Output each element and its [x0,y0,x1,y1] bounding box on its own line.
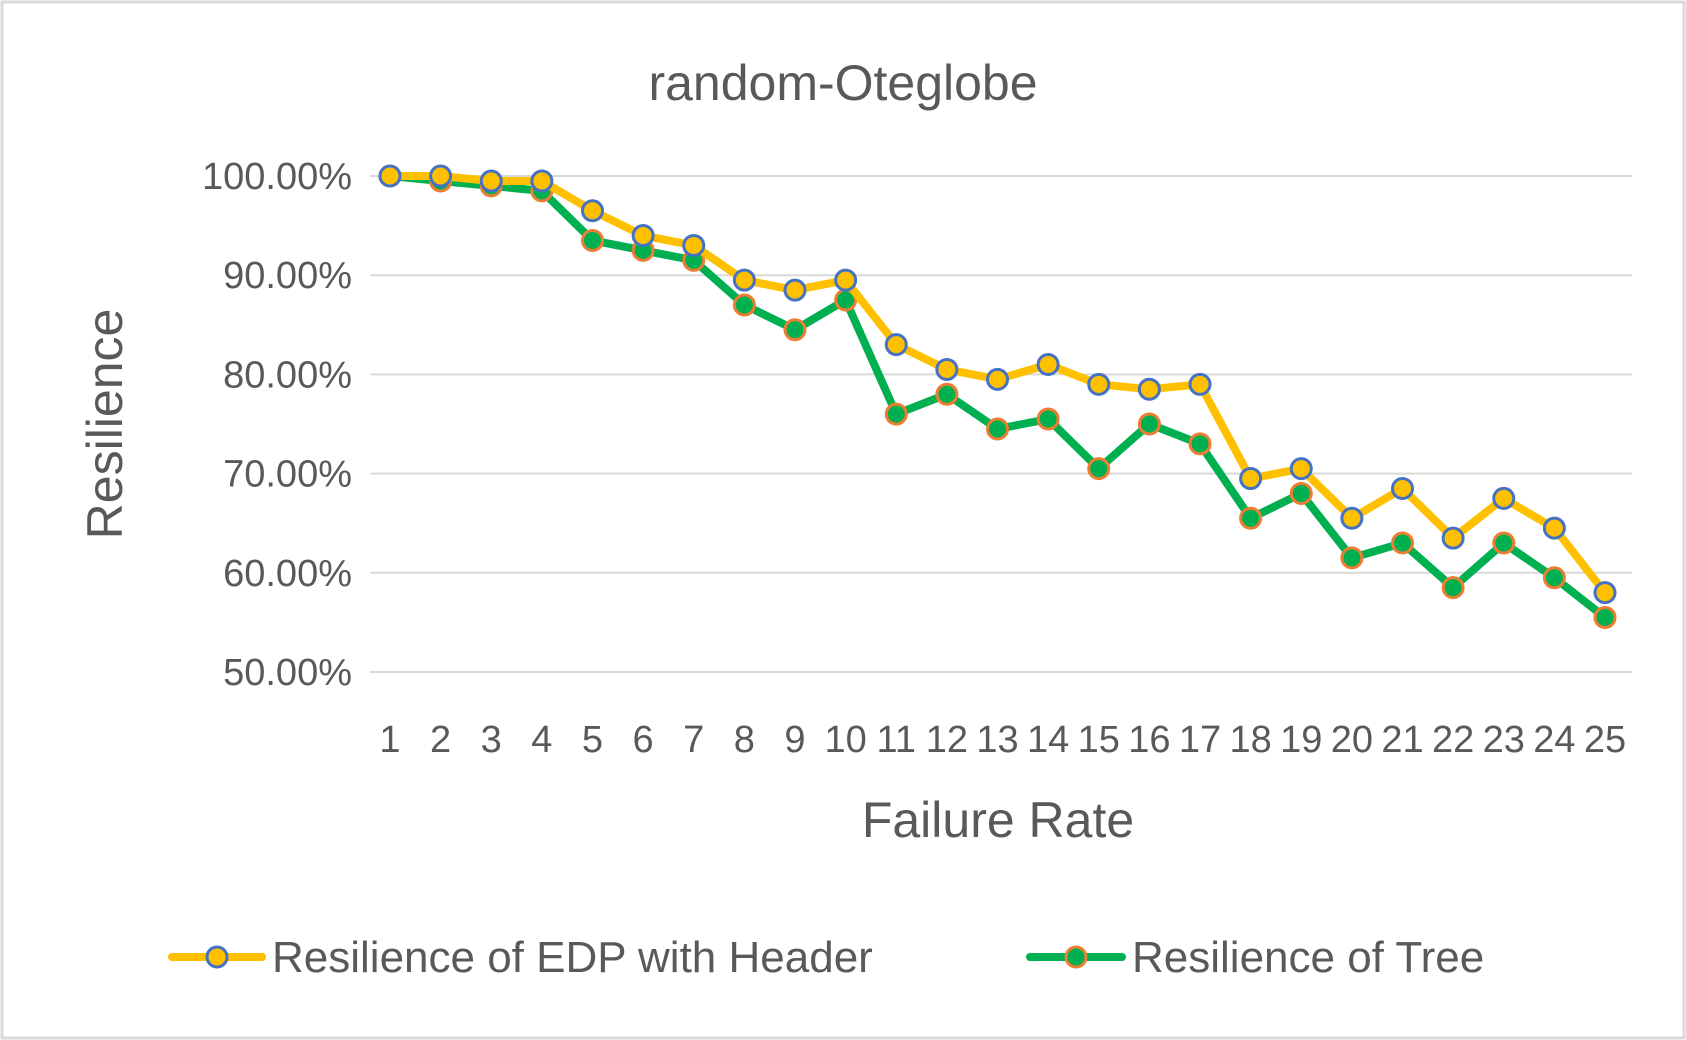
x-tick-label: 9 [784,719,805,761]
data-point [935,357,959,381]
x-tick-label: 10 [824,719,866,761]
data-point [1239,506,1263,530]
x-tick-label: 1 [379,719,400,761]
data-point [1340,546,1364,570]
data-point [1188,432,1212,456]
data-point [378,164,402,188]
data-point [1542,516,1566,540]
x-tick-label: 20 [1331,719,1373,761]
x-tick-label: 4 [531,719,552,761]
data-point [1289,481,1313,505]
x-tick-label: 21 [1381,719,1423,761]
data-point [884,333,908,357]
data-point [1087,372,1111,396]
data-point [581,199,604,223]
data-point [1087,457,1111,481]
y-tick-label: 90.00% [223,255,352,297]
x-tick-label: 19 [1280,719,1322,761]
x-axis-title: Failure Rate [862,792,1134,848]
data-point [1391,531,1414,555]
data-point [1188,372,1212,396]
x-tick-label: 22 [1432,719,1474,761]
legend-swatch-marker [1064,945,1088,969]
x-tick-label: 7 [683,719,704,761]
data-point [1542,566,1566,590]
chart-title: random-Oteglobe [648,55,1037,111]
legend-item: Resilience of Tree [1026,933,1484,982]
data-point [1391,476,1414,500]
data-point [1441,526,1465,550]
data-point [1593,605,1617,629]
y-axis-title: Resilience [77,309,133,540]
x-tick-label: 6 [633,719,654,761]
x-tick-label: 14 [1027,719,1069,761]
y-axis-tick-labels: 50.00% 60.00% 70.00% 80.00% 90.00% 100.00% [202,156,352,694]
data-point [1036,407,1060,431]
legend-label: Resilience of Tree [1132,933,1484,982]
data-point [682,233,706,257]
y-tick-label: 100.00% [202,156,352,198]
x-tick-label: 17 [1179,719,1221,761]
data-point [1289,457,1313,481]
data-point [1137,412,1161,436]
legend-item: Resilience of EDP with Header [168,933,873,982]
data-point [1239,467,1263,491]
data-point [834,268,858,292]
x-tick-label: 8 [734,719,755,761]
data-point [732,268,756,292]
data-point [1036,352,1060,376]
x-axis-tick-labels: 1 2 3 4 5 6 7 8 9 10 11 12 13 14 15 16 17 18 19 20 21 22 23 24 2… [379,719,1626,761]
x-tick-label: 18 [1229,719,1271,761]
x-tick-label: 25 [1584,719,1626,761]
x-tick-label: 12 [926,719,968,761]
data-point [631,224,655,248]
data-point [530,169,554,193]
data-point [783,318,807,342]
gridlines [370,175,1632,673]
x-tick-label: 11 [877,719,916,761]
data-point [1441,576,1465,600]
x-tick-label: 24 [1533,719,1575,761]
legend-swatch-marker [205,945,229,969]
data-point [1593,581,1617,605]
x-tick-label: 15 [1078,719,1120,761]
data-point [884,402,908,426]
x-tick-label: 13 [976,719,1018,761]
data-point [1340,506,1364,530]
y-tick-label: 50.00% [223,652,352,694]
y-tick-label: 70.00% [223,454,352,496]
series-layer [378,164,1617,629]
x-tick-label: 5 [582,719,603,761]
data-point [935,382,959,406]
data-point [732,293,756,317]
legend-label: Resilience of EDP with Header [272,933,873,982]
data-point [986,367,1009,391]
y-tick-label: 80.00% [223,354,352,396]
x-tick-label: 23 [1483,719,1525,761]
data-point [429,164,453,188]
x-tick-label: 3 [481,719,502,761]
x-tick-label: 16 [1128,719,1170,761]
data-point [1492,486,1516,510]
data-point [581,228,604,252]
series-2 [378,164,1617,629]
data-point [986,417,1009,441]
data-point [479,169,503,193]
data-point [1492,531,1516,555]
data-point [1137,377,1161,401]
x-tick-label: 2 [430,719,451,761]
data-point [783,278,807,302]
legend: Resilience of EDP with Header Resilience … [168,933,1484,982]
y-tick-label: 60.00% [223,553,352,595]
series-1 [378,164,1617,605]
